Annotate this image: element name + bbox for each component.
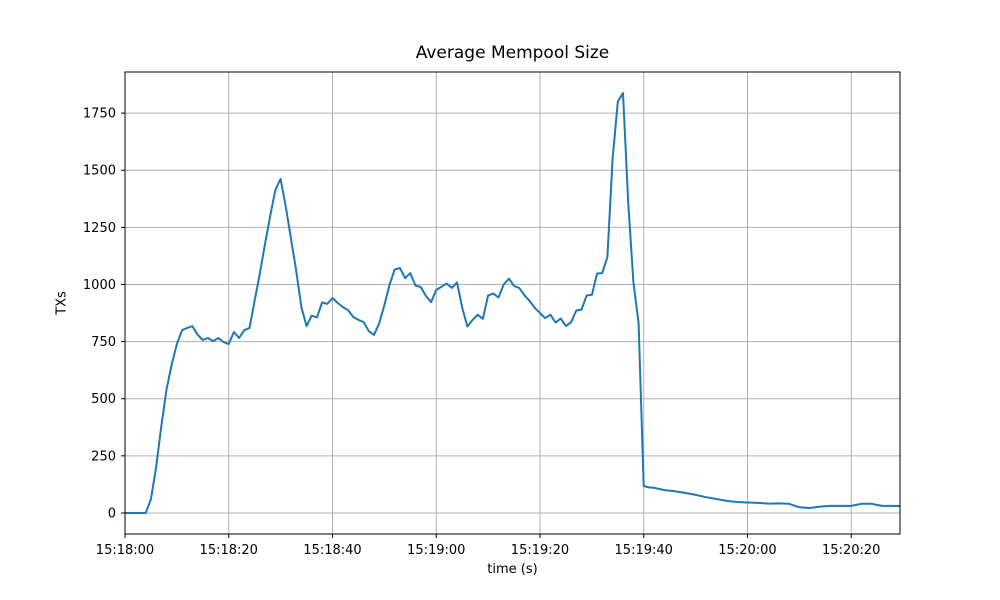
x-tick-label: 15:19:00 (407, 543, 465, 558)
x-tick-label: 15:18:40 (303, 543, 361, 558)
y-tick-label: 750 (91, 335, 116, 350)
x-tick-label: 15:19:40 (615, 543, 673, 558)
y-tick-label: 250 (91, 449, 116, 464)
x-axis-label: time (s) (487, 562, 538, 577)
y-tick-label: 1750 (83, 107, 116, 122)
y-tick-label: 1250 (83, 221, 116, 236)
plot-border (124, 71, 901, 535)
gridlines (124, 72, 900, 534)
mempool-series-line (125, 92, 901, 514)
x-tick-label: 15:20:20 (822, 543, 880, 558)
y-tick-label: 0 (108, 506, 116, 521)
x-tick-label: 15:19:20 (511, 543, 569, 558)
x-tick-label: 15:18:20 (200, 543, 258, 558)
x-tick-label: 15:18:00 (96, 543, 154, 558)
y-tick-label: 1000 (83, 278, 116, 293)
y-axis-label: TXs (54, 291, 70, 315)
x-tick-label: 15:20:00 (718, 543, 776, 558)
tick-marks (121, 112, 852, 538)
y-tick-label: 1500 (83, 164, 116, 179)
y-tick-label: 500 (91, 392, 116, 407)
chart-title: Average Mempool Size (415, 43, 610, 63)
